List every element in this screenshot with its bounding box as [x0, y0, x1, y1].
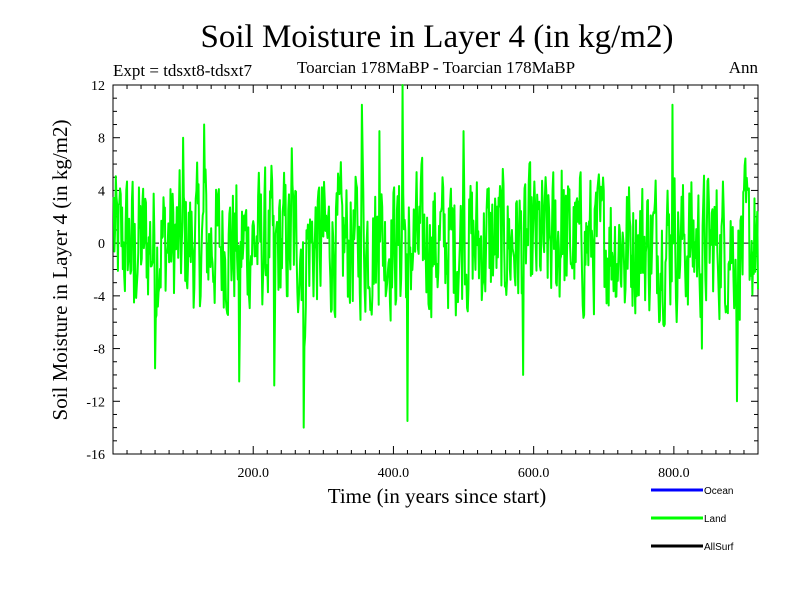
x-tick-label: 600.0: [518, 466, 550, 481]
x-axis-ticks: 200.0 400.0 600.0 800.0: [237, 85, 690, 481]
x-tick-label: 400.0: [378, 466, 410, 481]
season-label: Ann: [729, 58, 759, 77]
y-tick-label: -4: [93, 290, 105, 305]
expt-label: Expt = tdsxt8-tdsxt7: [113, 61, 252, 80]
series-group: [112, 84, 759, 429]
legend-label-land: Land: [704, 514, 726, 525]
y-axis-label: Soil Moisture in Layer 4 (in kg/m2): [48, 120, 72, 421]
chart-title: Soil Moisture in Layer 4 (in kg/m2): [201, 19, 674, 55]
y-tick-label: 12: [91, 79, 105, 94]
legend-label-allsurf: AllSurf: [704, 542, 734, 553]
y-tick-label: -16: [86, 448, 105, 463]
y-tick-label: 8: [98, 132, 105, 147]
x-axis-label: Time (in years since start): [328, 484, 547, 508]
period-label: Toarcian 178MaBP - Toarcian 178MaBP: [297, 58, 575, 77]
legend-label-ocean: Ocean: [704, 486, 733, 497]
series-line-land: [112, 84, 759, 429]
y-tick-label: -12: [86, 395, 105, 410]
y-tick-label: -8: [93, 343, 105, 358]
x-tick-label: 200.0: [237, 466, 269, 481]
legend: Ocean Land AllSurf: [651, 486, 734, 553]
y-tick-label: 4: [98, 184, 105, 199]
y-tick-label: 0: [98, 237, 105, 252]
x-tick-label: 800.0: [658, 466, 690, 481]
